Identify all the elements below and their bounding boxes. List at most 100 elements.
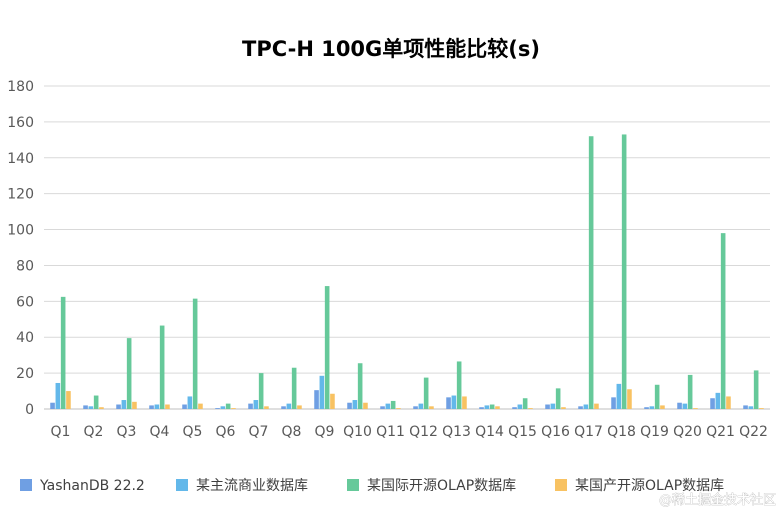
- legend-swatch: [555, 479, 567, 491]
- y-tick-label: 160: [7, 115, 34, 131]
- y-axis-ticks: 0 20 40 60 80 100 120 140 160 180: [7, 79, 34, 418]
- bar: [479, 407, 484, 409]
- bar: [621, 134, 627, 409]
- bar: [264, 406, 269, 409]
- bars: [50, 134, 764, 410]
- bar: [594, 403, 599, 409]
- bar: [187, 396, 193, 409]
- bar: [759, 408, 764, 409]
- bar: [324, 286, 330, 409]
- bar: [50, 402, 55, 409]
- bar: [55, 382, 61, 409]
- bar: [429, 406, 434, 409]
- x-tick-label: Q18: [607, 424, 636, 440]
- x-tick-label: Q12: [409, 424, 438, 440]
- y-tick-label: 0: [25, 402, 34, 418]
- bar: [121, 400, 127, 409]
- bar: [154, 404, 160, 409]
- legend-label: 某国产开源OLAP数据库: [575, 478, 724, 494]
- x-tick-label: Q21: [706, 424, 735, 440]
- bar: [418, 403, 424, 409]
- bar: [281, 406, 286, 409]
- bar: [583, 404, 589, 409]
- legend-label: 某主流商业数据库: [196, 478, 308, 494]
- bar: [357, 363, 363, 409]
- bar: [644, 407, 649, 409]
- bar: [451, 395, 457, 409]
- bar: [347, 402, 352, 409]
- x-tick-label: Q17: [574, 424, 603, 440]
- legend-label: 某国际开源OLAP数据库: [367, 478, 516, 494]
- bar: [616, 383, 622, 409]
- gridlines: [44, 85, 770, 410]
- bar: [66, 391, 71, 409]
- x-axis-ticks: Q1 Q2 Q3 Q4 Q5 Q6 Q7 Q8 Q9 Q10 Q11 Q12 Q13 Q14 Q15 Q16 Q…: [51, 424, 768, 440]
- x-tick-label: Q20: [673, 424, 702, 440]
- bar: [330, 393, 335, 409]
- bar: [149, 405, 154, 409]
- bar: [489, 404, 495, 409]
- bar: [231, 408, 236, 409]
- bar: [748, 406, 754, 409]
- x-tick-label: Q2: [84, 424, 104, 440]
- bar: [297, 405, 302, 409]
- bar: [314, 390, 319, 409]
- bar: [88, 406, 94, 409]
- bar: [116, 404, 121, 409]
- bar: [588, 136, 594, 410]
- bar: [517, 404, 523, 409]
- bar: [627, 389, 632, 409]
- legend-swatch: [347, 479, 359, 491]
- legend-swatch: [176, 479, 188, 491]
- bar: [363, 402, 368, 409]
- y-tick-label: 140: [7, 151, 34, 167]
- x-tick-label: Q10: [343, 424, 372, 440]
- bar: [99, 407, 104, 409]
- bar: [555, 388, 561, 409]
- y-tick-label: 120: [7, 187, 34, 203]
- x-tick-label: Q16: [541, 424, 570, 440]
- bar: [660, 405, 665, 409]
- bar: [352, 400, 358, 409]
- bar: [396, 408, 401, 409]
- y-tick-label: 80: [16, 258, 34, 274]
- x-tick-label: Q6: [216, 424, 236, 440]
- y-tick-label: 20: [16, 366, 34, 382]
- bar: [743, 405, 748, 409]
- bar: [60, 296, 66, 409]
- legend-item: YashanDB 22.2: [20, 478, 145, 494]
- legend: YashanDB 22.2 某主流商业数据库 某国际开源OLAP数据库 某国产开源OL…: [20, 478, 724, 494]
- legend-item: 某国产开源OLAP数据库: [555, 478, 724, 494]
- x-tick-label: Q9: [315, 424, 335, 440]
- bar: [291, 367, 297, 409]
- bar: [753, 370, 759, 409]
- bar: [682, 403, 688, 409]
- x-tick-label: Q22: [739, 424, 768, 440]
- bar: [225, 403, 231, 409]
- bar: [253, 400, 259, 409]
- bar: [93, 395, 99, 409]
- bar: [495, 406, 500, 409]
- x-tick-label: Q4: [150, 424, 170, 440]
- bar: [192, 298, 198, 409]
- bar: [165, 404, 170, 409]
- bar: [512, 407, 517, 409]
- bar: [132, 401, 137, 409]
- bar: [720, 233, 726, 409]
- bar: [248, 403, 253, 409]
- y-tick-label: 180: [7, 79, 34, 95]
- bar: [390, 400, 396, 409]
- bar: [286, 403, 292, 409]
- x-tick-label: Q5: [183, 424, 203, 440]
- x-tick-label: Q15: [508, 424, 537, 440]
- watermark: @稀土掘金技术社区: [659, 492, 776, 508]
- y-tick-label: 60: [16, 294, 34, 310]
- bar: [462, 396, 467, 409]
- x-tick-label: Q13: [442, 424, 471, 440]
- bar: [710, 398, 715, 409]
- bar: [578, 406, 583, 409]
- legend-swatch: [20, 479, 32, 491]
- legend-label: YashanDB 22.2: [39, 478, 145, 494]
- bar: [522, 398, 528, 409]
